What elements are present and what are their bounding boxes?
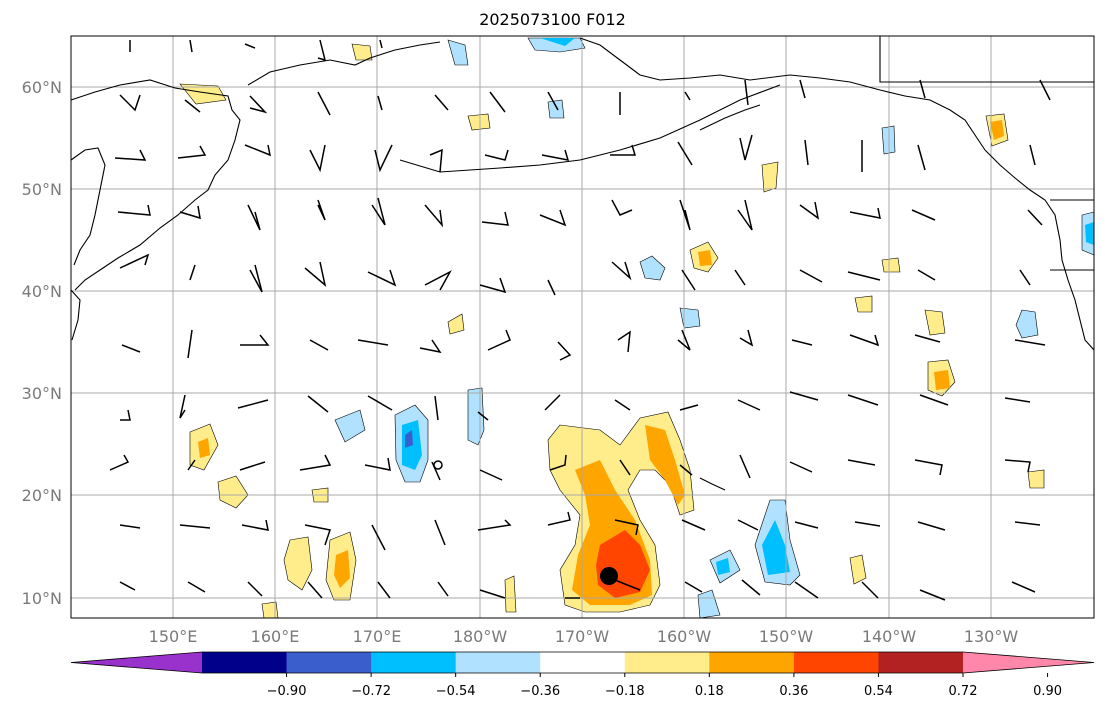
map-frame bbox=[70, 35, 1095, 619]
lat-label-10: 10°N bbox=[22, 589, 62, 608]
lon-label-170e: 170°E bbox=[353, 627, 402, 646]
colorbar-label: −0.90 bbox=[267, 684, 307, 699]
lat-label-30: 30°N bbox=[22, 384, 62, 403]
storm-center-marker bbox=[600, 567, 618, 585]
colorbar-extend-max bbox=[963, 652, 1094, 673]
colorbar-label: 0.18 bbox=[695, 684, 724, 699]
colorbar-label: 0.90 bbox=[1033, 684, 1062, 699]
colorbar-segment bbox=[624, 652, 710, 673]
lat-label-40: 40°N bbox=[22, 282, 62, 301]
lon-label-130w: 130°W bbox=[964, 627, 1019, 646]
longitude-labels: 150°E 160°E 170°E 180°W 170°W 160°W 150°… bbox=[149, 627, 1019, 646]
colorbar-label: 0.72 bbox=[949, 684, 978, 699]
colorbar-segment bbox=[540, 652, 626, 673]
lon-label-150e: 150°E bbox=[149, 627, 198, 646]
lon-label-140w: 140°W bbox=[862, 627, 917, 646]
colorbar-segment bbox=[709, 652, 795, 673]
colorbar-segment bbox=[286, 652, 372, 673]
lon-label-180w: 180°W bbox=[453, 627, 508, 646]
colorbar-segment bbox=[455, 652, 541, 673]
colorbar-label: 0.36 bbox=[779, 684, 808, 699]
colorbar-segment bbox=[371, 652, 457, 673]
colorbar-segment bbox=[202, 652, 288, 673]
latitude-labels: 60°N 50°N 40°N 30°N 20°N 10°N bbox=[22, 78, 62, 608]
colorbar-segment bbox=[878, 652, 964, 673]
point-marker bbox=[433, 460, 443, 470]
anomaly-shading bbox=[179, 37, 1095, 619]
lon-label-160w: 160°W bbox=[657, 627, 712, 646]
lon-label-170w: 170°W bbox=[555, 627, 610, 646]
colorbar: −0.90 −0.72 −0.54 −0.36 −0.18 0.18 0.36 0.54 0.7… bbox=[70, 651, 1095, 699]
lat-label-60: 60°N bbox=[22, 78, 62, 97]
colorbar-label: −0.18 bbox=[605, 684, 645, 699]
colorbar-label: −0.36 bbox=[520, 684, 560, 699]
map-title: 2025073100 F012 bbox=[479, 10, 626, 29]
colorbar-label: 0.54 bbox=[864, 684, 893, 699]
colorbar-segment bbox=[793, 652, 879, 673]
wind-barbs bbox=[109, 39, 1051, 601]
colorbar-outline bbox=[70, 651, 1095, 674]
colorbar-extend-min bbox=[71, 652, 202, 673]
coastlines bbox=[70, 36, 1095, 491]
colorbar-label: −0.54 bbox=[436, 684, 476, 699]
lon-label-160e: 160°E bbox=[251, 627, 300, 646]
lon-label-150w: 150°W bbox=[759, 627, 814, 646]
lat-label-20: 20°N bbox=[22, 486, 62, 505]
graticule bbox=[71, 36, 1094, 618]
lat-label-50: 50°N bbox=[22, 180, 62, 199]
colorbar-label: −0.72 bbox=[351, 684, 391, 699]
